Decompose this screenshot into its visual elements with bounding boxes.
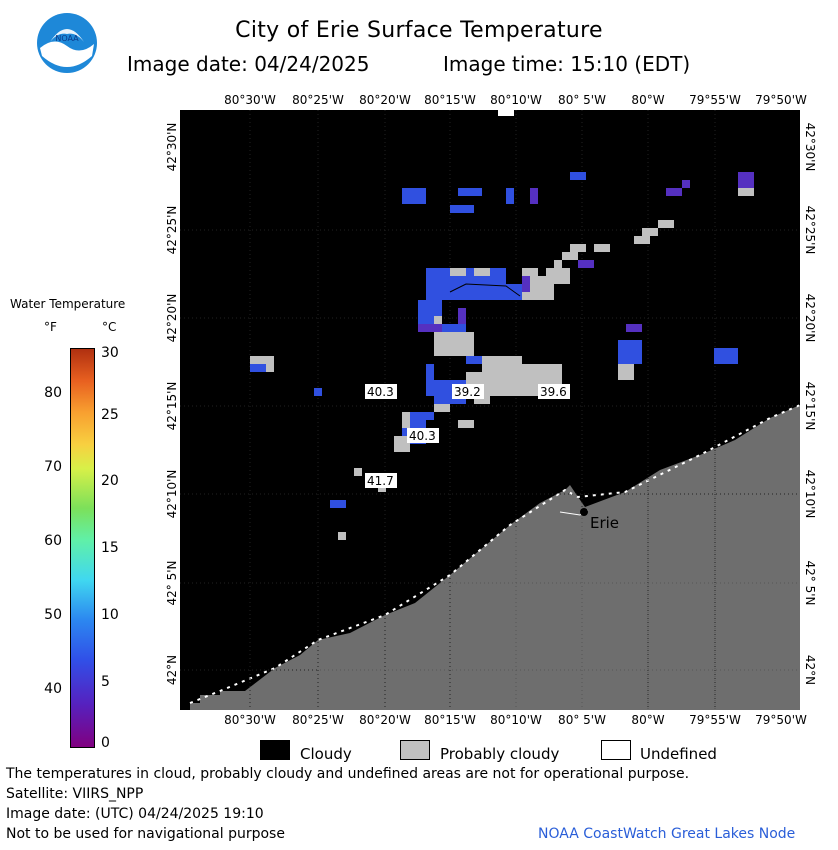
noaa-logo: NOAA (36, 12, 98, 74)
temperature-map: Erie 40.3 39.2 39.6 40.3 41.7 (180, 110, 801, 710)
lat-label-left: 42° 5'N (165, 560, 179, 606)
lon-label-bottom: 79°50'W (755, 713, 807, 727)
lat-label-left: 42°25'N (165, 205, 179, 255)
lon-label-top: 80°25'W (292, 93, 344, 107)
f-tick: 50 (44, 607, 62, 623)
lon-label-top: 79°50'W (755, 93, 807, 107)
page-title: City of Erie Surface Temperature (235, 18, 603, 43)
lat-label-right: 42°25'N (803, 205, 817, 255)
c-tick: 0 (101, 735, 110, 751)
lon-label-bottom: 80°W (631, 713, 665, 727)
lat-label-left: 42°10'N (165, 469, 179, 519)
c-tick: 10 (101, 607, 119, 623)
c-tick: 15 (101, 540, 119, 556)
credit-link[interactable]: NOAA CoastWatch Great Lakes Node (538, 826, 796, 842)
probably-cloudy-swatch (400, 740, 430, 760)
lon-label-top: 80°10'W (490, 93, 542, 107)
f-tick: 70 (44, 459, 62, 475)
navigation-warning: Not to be used for navigational purpose (6, 826, 285, 842)
lon-label-top: 80°30'W (224, 93, 276, 107)
image-time: Image time: 15:10 (EDT) (443, 52, 691, 76)
lat-label-right: 42°15'N (803, 381, 817, 431)
city-label-erie: Erie (590, 514, 619, 532)
lat-label-left: 42°N (165, 654, 179, 686)
lon-label-top: 80°15'W (424, 93, 476, 107)
disclaimer-text: The temperatures in cloud, probably clou… (6, 766, 690, 782)
lon-label-bottom: 80° 5'W (558, 713, 606, 727)
unit-celsius: °C (102, 320, 117, 334)
lat-label-left: 42°15'N (165, 381, 179, 431)
lat-label-left: 42°20'N (165, 293, 179, 343)
lon-label-bottom: 80°15'W (424, 713, 476, 727)
lon-label-bottom: 80°20'W (359, 713, 411, 727)
logo-text: NOAA (55, 34, 79, 43)
lon-label-bottom: 80°30'W (224, 713, 276, 727)
lat-label-right: 42°N (803, 654, 817, 686)
lat-label-right: 42°30'N (803, 122, 817, 172)
lon-label-bottom: 80°25'W (292, 713, 344, 727)
f-tick: 80 (44, 385, 62, 401)
lon-label-bottom: 80°10'W (490, 713, 542, 727)
cloudy-swatch (260, 740, 290, 760)
temp-label: 39.6 (540, 385, 567, 399)
satellite-text: Satellite: VIIRS_NPP (6, 786, 144, 802)
unit-fahrenheit: °F (44, 320, 57, 334)
undefined-label: Undefined (640, 745, 717, 763)
lat-label-right: 42°10'N (803, 469, 817, 519)
image-date: Image date: 04/24/2025 (127, 52, 370, 76)
lat-label-right: 42° 5'N (803, 560, 817, 606)
c-tick: 25 (101, 407, 119, 423)
c-tick: 20 (101, 473, 119, 489)
legend-title: Water Temperature (10, 297, 126, 311)
lat-label-left: 42°30'N (165, 122, 179, 172)
temp-label: 41.7 (367, 474, 394, 488)
lon-label-top: 79°55'W (689, 93, 741, 107)
lon-label-bottom: 79°55'W (689, 713, 741, 727)
lon-label-top: 80°W (631, 93, 665, 107)
color-bar (70, 348, 95, 748)
probably-cloudy-label: Probably cloudy (440, 745, 560, 763)
c-tick: 30 (101, 345, 119, 361)
temp-label: 39.2 (454, 385, 481, 399)
utc-date-text: Image date: (UTC) 04/24/2025 19:10 (6, 806, 264, 822)
temp-label: 40.3 (367, 385, 394, 399)
c-tick: 5 (101, 674, 110, 690)
f-tick: 60 (44, 533, 62, 549)
lon-label-top: 80°20'W (359, 93, 411, 107)
lon-label-top: 80° 5'W (558, 93, 606, 107)
lat-label-right: 42°20'N (803, 293, 817, 343)
f-tick: 40 (44, 681, 62, 697)
cloudy-label: Cloudy (300, 745, 352, 763)
undefined-swatch (601, 740, 631, 760)
temp-label: 40.3 (409, 429, 436, 443)
